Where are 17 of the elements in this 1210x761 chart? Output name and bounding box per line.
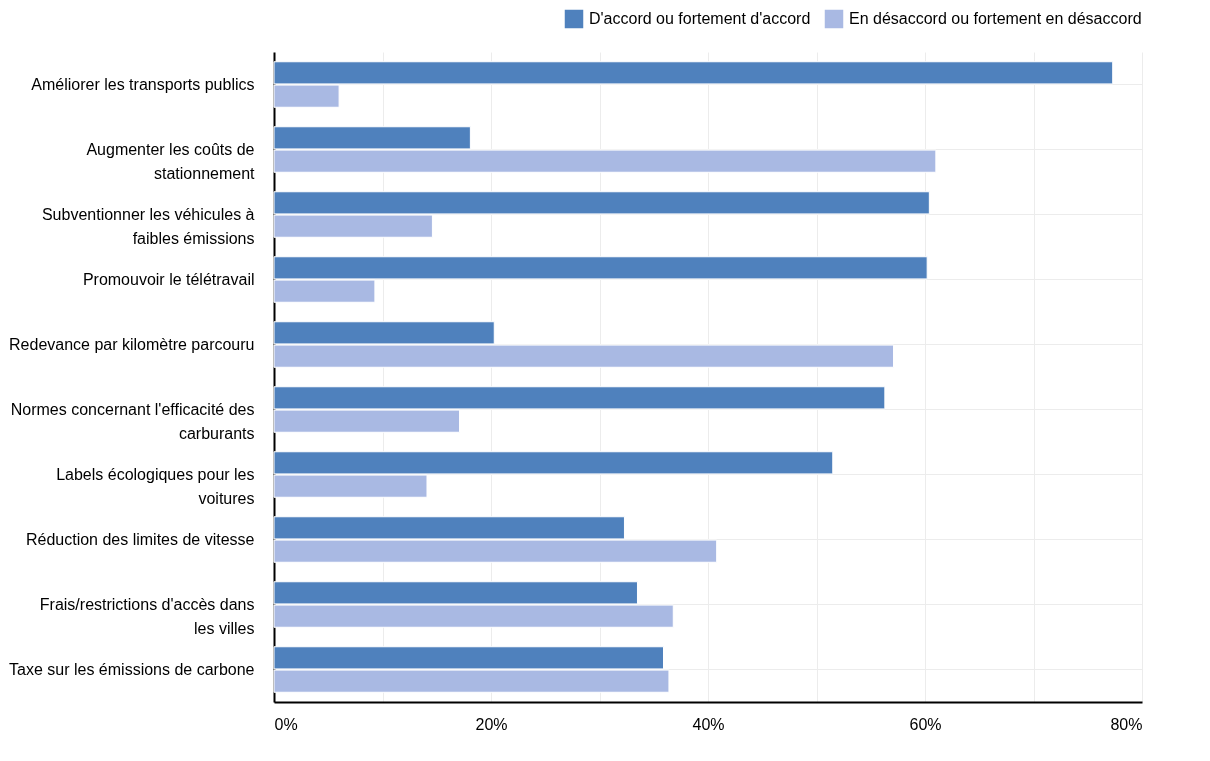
- x-tick-label: 0%: [274, 715, 298, 733]
- y-tick-label: Redevance par kilomètre parcouru: [9, 335, 255, 353]
- y-tick-label: Normes concernant l'efficacité des carburants: [10, 400, 255, 442]
- x-tick-label: 60%: [909, 715, 942, 733]
- y-tick-label: Améliorer les transports publics: [31, 75, 255, 93]
- y-tick-label: Frais/restrictions d'accès dans les villes: [39, 595, 255, 637]
- x-tick-label: 80%: [1110, 715, 1143, 733]
- legend-label: En désaccord ou fortement en désaccord: [849, 10, 1142, 27]
- y-tick-label: Réduction des limites de vitesse: [25, 530, 255, 548]
- x-tick-label: 40%: [692, 715, 725, 733]
- y-tick-label: Labels écologiques pour les voitures: [56, 465, 255, 507]
- legend-label: D'accord ou fortement d'accord: [589, 10, 811, 27]
- y-tick-label: Augmenter les coûts de stationnement: [86, 140, 256, 182]
- y-tick-label: Subventionner les véhicules à faibles émissions: [41, 205, 255, 247]
- x-tick-label: 20%: [475, 715, 508, 733]
- y-tick-label: Taxe sur les émissions de carbone: [9, 660, 255, 678]
- y-tick-label: Promouvoir le télétravail: [82, 270, 255, 288]
